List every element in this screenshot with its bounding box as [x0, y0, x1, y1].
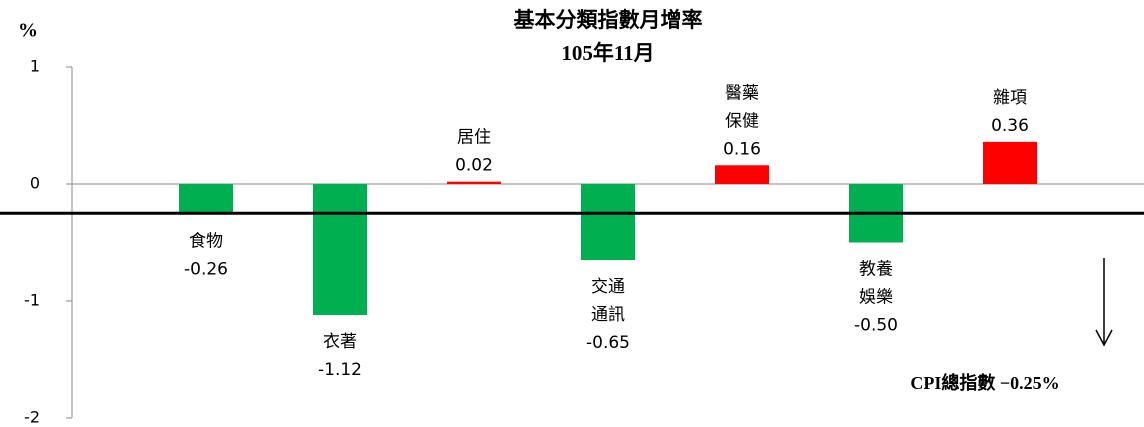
data-label: -0.65	[586, 333, 630, 353]
category-label: 衣著	[323, 332, 357, 352]
category-label: 保健	[725, 111, 759, 131]
category-label: 雜項	[993, 88, 1027, 108]
bar	[581, 184, 635, 261]
category-label: 娛樂	[859, 288, 893, 308]
data-label: -1.12	[318, 360, 362, 380]
category-label: 食物	[189, 231, 223, 251]
y-tick-label: -1	[24, 291, 40, 310]
category-label: 交通	[591, 277, 625, 297]
arrow	[1095, 258, 1113, 347]
bar	[179, 184, 233, 215]
data-label: -0.26	[184, 259, 228, 279]
data-label: 0.16	[723, 139, 761, 159]
annotation: CPI總指數 −0.25%	[910, 372, 1059, 393]
y-unit: %	[18, 20, 38, 42]
bar	[313, 184, 367, 316]
category-label: 醫藥	[725, 83, 759, 103]
bar	[447, 181, 501, 184]
data-label: 0.02	[455, 156, 493, 176]
category-label: 居住	[457, 128, 491, 148]
category-label: 教養	[859, 260, 893, 280]
data-label: -0.50	[854, 316, 898, 336]
data-label: 0.36	[991, 116, 1029, 136]
bar	[983, 141, 1037, 184]
bar	[715, 165, 769, 184]
chart-subtitle: 105年11月	[561, 41, 654, 65]
y-tick-label: -2	[24, 408, 40, 427]
chart-title: 基本分類指數月增率	[514, 8, 703, 32]
category-label: 通訊	[591, 305, 625, 325]
y-tick-label: 1	[30, 57, 40, 76]
y-tick-label: 0	[30, 174, 40, 193]
